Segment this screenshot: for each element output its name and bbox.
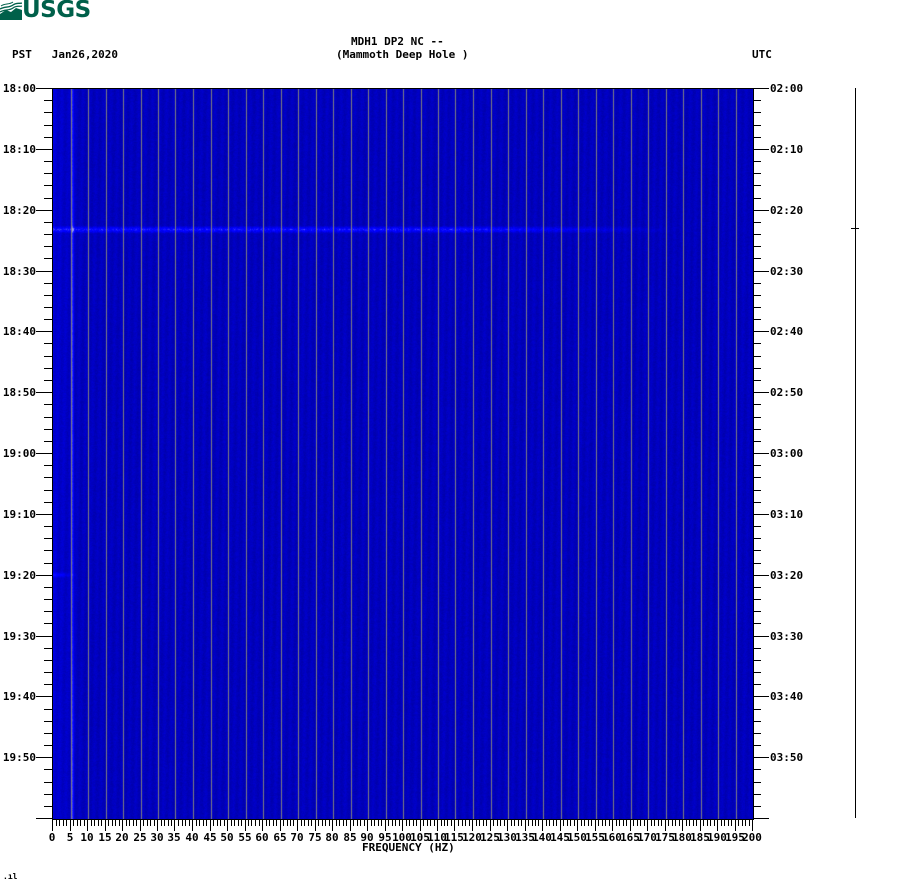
- left-time-tick-label: 18:40: [2, 325, 36, 338]
- colorbar-rail: [855, 88, 856, 818]
- frequency-tick-label: 25: [133, 831, 147, 844]
- usgs-wordmark: USGS: [22, 0, 91, 23]
- frequency-tick-label: 110: [427, 831, 447, 844]
- left-time-tick-label: 18:00: [2, 82, 36, 95]
- left-time-tick-label: 18:10: [2, 143, 36, 156]
- frequency-tick-label: 30: [150, 831, 164, 844]
- frequency-tick-label: 140: [532, 831, 552, 844]
- frequency-tick-label: 20: [115, 831, 129, 844]
- frequency-tick-label: 85: [343, 831, 357, 844]
- spectrogram-plot[interactable]: [52, 88, 754, 820]
- left-time-tick-label: 18:20: [2, 204, 36, 217]
- left-time-axis-ticks: [36, 88, 52, 819]
- frequency-tick-label: 180: [672, 831, 692, 844]
- right-time-tick-label: 03:30: [770, 630, 804, 643]
- right-time-tick-label: 02:00: [770, 82, 804, 95]
- frequency-tick-label: 100: [392, 831, 412, 844]
- frequency-tick-label: 170: [637, 831, 657, 844]
- right-time-tick-label: 03:00: [770, 447, 804, 460]
- right-time-tick-label: 02:20: [770, 204, 804, 217]
- frequency-tick-label: 70: [290, 831, 304, 844]
- right-time-tick-label: 02:30: [770, 265, 804, 278]
- frequency-tick-label: 185: [690, 831, 710, 844]
- frequency-tick-label: 0: [48, 831, 56, 844]
- frequency-tick-label: 35: [167, 831, 181, 844]
- date-text: Jan26,2020: [51, 48, 118, 61]
- page-title: MDH1 DP2 NC --: [351, 35, 444, 48]
- frequency-tick-label: 130: [497, 831, 517, 844]
- right-time-tick-label: 02:10: [770, 143, 804, 156]
- frequency-axis-ticks: [52, 819, 753, 831]
- frequency-tick-label: 95: [378, 831, 392, 844]
- left-time-tick-label: 19:20: [2, 569, 36, 582]
- frequency-tick-label: 75: [308, 831, 322, 844]
- usgs-wave-mark: [0, 1, 22, 20]
- frequency-tick-label: 55: [238, 831, 252, 844]
- right-time-tick-label: 02:40: [770, 325, 804, 338]
- frequency-tick-label: 105: [410, 831, 430, 844]
- right-time-tick-label: 03:10: [770, 508, 804, 521]
- frequency-tick-label: 150: [567, 831, 587, 844]
- frequency-tick-label: 60: [255, 831, 269, 844]
- usgs-logo: USGS: [0, 0, 92, 22]
- frequency-tick-label: 115: [444, 831, 464, 844]
- frequency-tick-label: 45: [203, 831, 217, 844]
- x-axis-title: FREQUENCY (HZ): [362, 841, 455, 854]
- frequency-tick-label: 135: [515, 831, 535, 844]
- right-time-tick-label: 02:50: [770, 386, 804, 399]
- page-subtitle: (Mammoth Deep Hole ): [336, 48, 469, 61]
- corner-artifact: .ıl: [3, 872, 18, 881]
- frequency-tick-label: 65: [273, 831, 287, 844]
- frequency-tick-label: 155: [585, 831, 605, 844]
- tz-left-text: PST: [12, 48, 32, 61]
- frequency-tick-label: 200: [742, 831, 762, 844]
- left-time-tick-label: 19:40: [2, 690, 36, 703]
- left-time-tick-label: 19:00: [2, 447, 36, 460]
- left-time-tick-label: 19:10: [2, 508, 36, 521]
- frequency-tick-label: 160: [602, 831, 622, 844]
- frequency-tick-label: 50: [220, 831, 234, 844]
- right-time-tick-label: 03:40: [770, 690, 804, 703]
- frequency-tick-label: 5: [66, 831, 74, 844]
- right-time-tick-label: 03:50: [770, 751, 804, 764]
- frequency-tick-label: 90: [360, 831, 374, 844]
- frequency-tick-label: 190: [707, 831, 727, 844]
- frequency-tick-label: 175: [655, 831, 675, 844]
- frequency-tick-label: 80: [325, 831, 339, 844]
- frequency-tick-label: 15: [98, 831, 112, 844]
- frequency-tick-label: 195: [725, 831, 745, 844]
- frequency-tick-label: 145: [550, 831, 570, 844]
- spectrogram-canvas: [53, 89, 753, 819]
- frequency-tick-label: 10: [80, 831, 94, 844]
- frequency-tick-label: 40: [185, 831, 199, 844]
- colorbar-marker-tick: [851, 228, 859, 229]
- frequency-tick-label: 120: [462, 831, 482, 844]
- frequency-tick-label: 125: [480, 831, 500, 844]
- frequency-tick-label: 165: [620, 831, 640, 844]
- right-time-axis-ticks: [753, 88, 769, 819]
- timezone-left-label: PST Jan26,2020: [12, 48, 118, 61]
- left-time-tick-label: 19:30: [2, 630, 36, 643]
- left-time-tick-label: 19:50: [2, 751, 36, 764]
- left-time-tick-label: 18:30: [2, 265, 36, 278]
- left-time-tick-label: 18:50: [2, 386, 36, 399]
- right-time-tick-label: 03:20: [770, 569, 804, 582]
- timezone-right-label: UTC: [752, 48, 772, 61]
